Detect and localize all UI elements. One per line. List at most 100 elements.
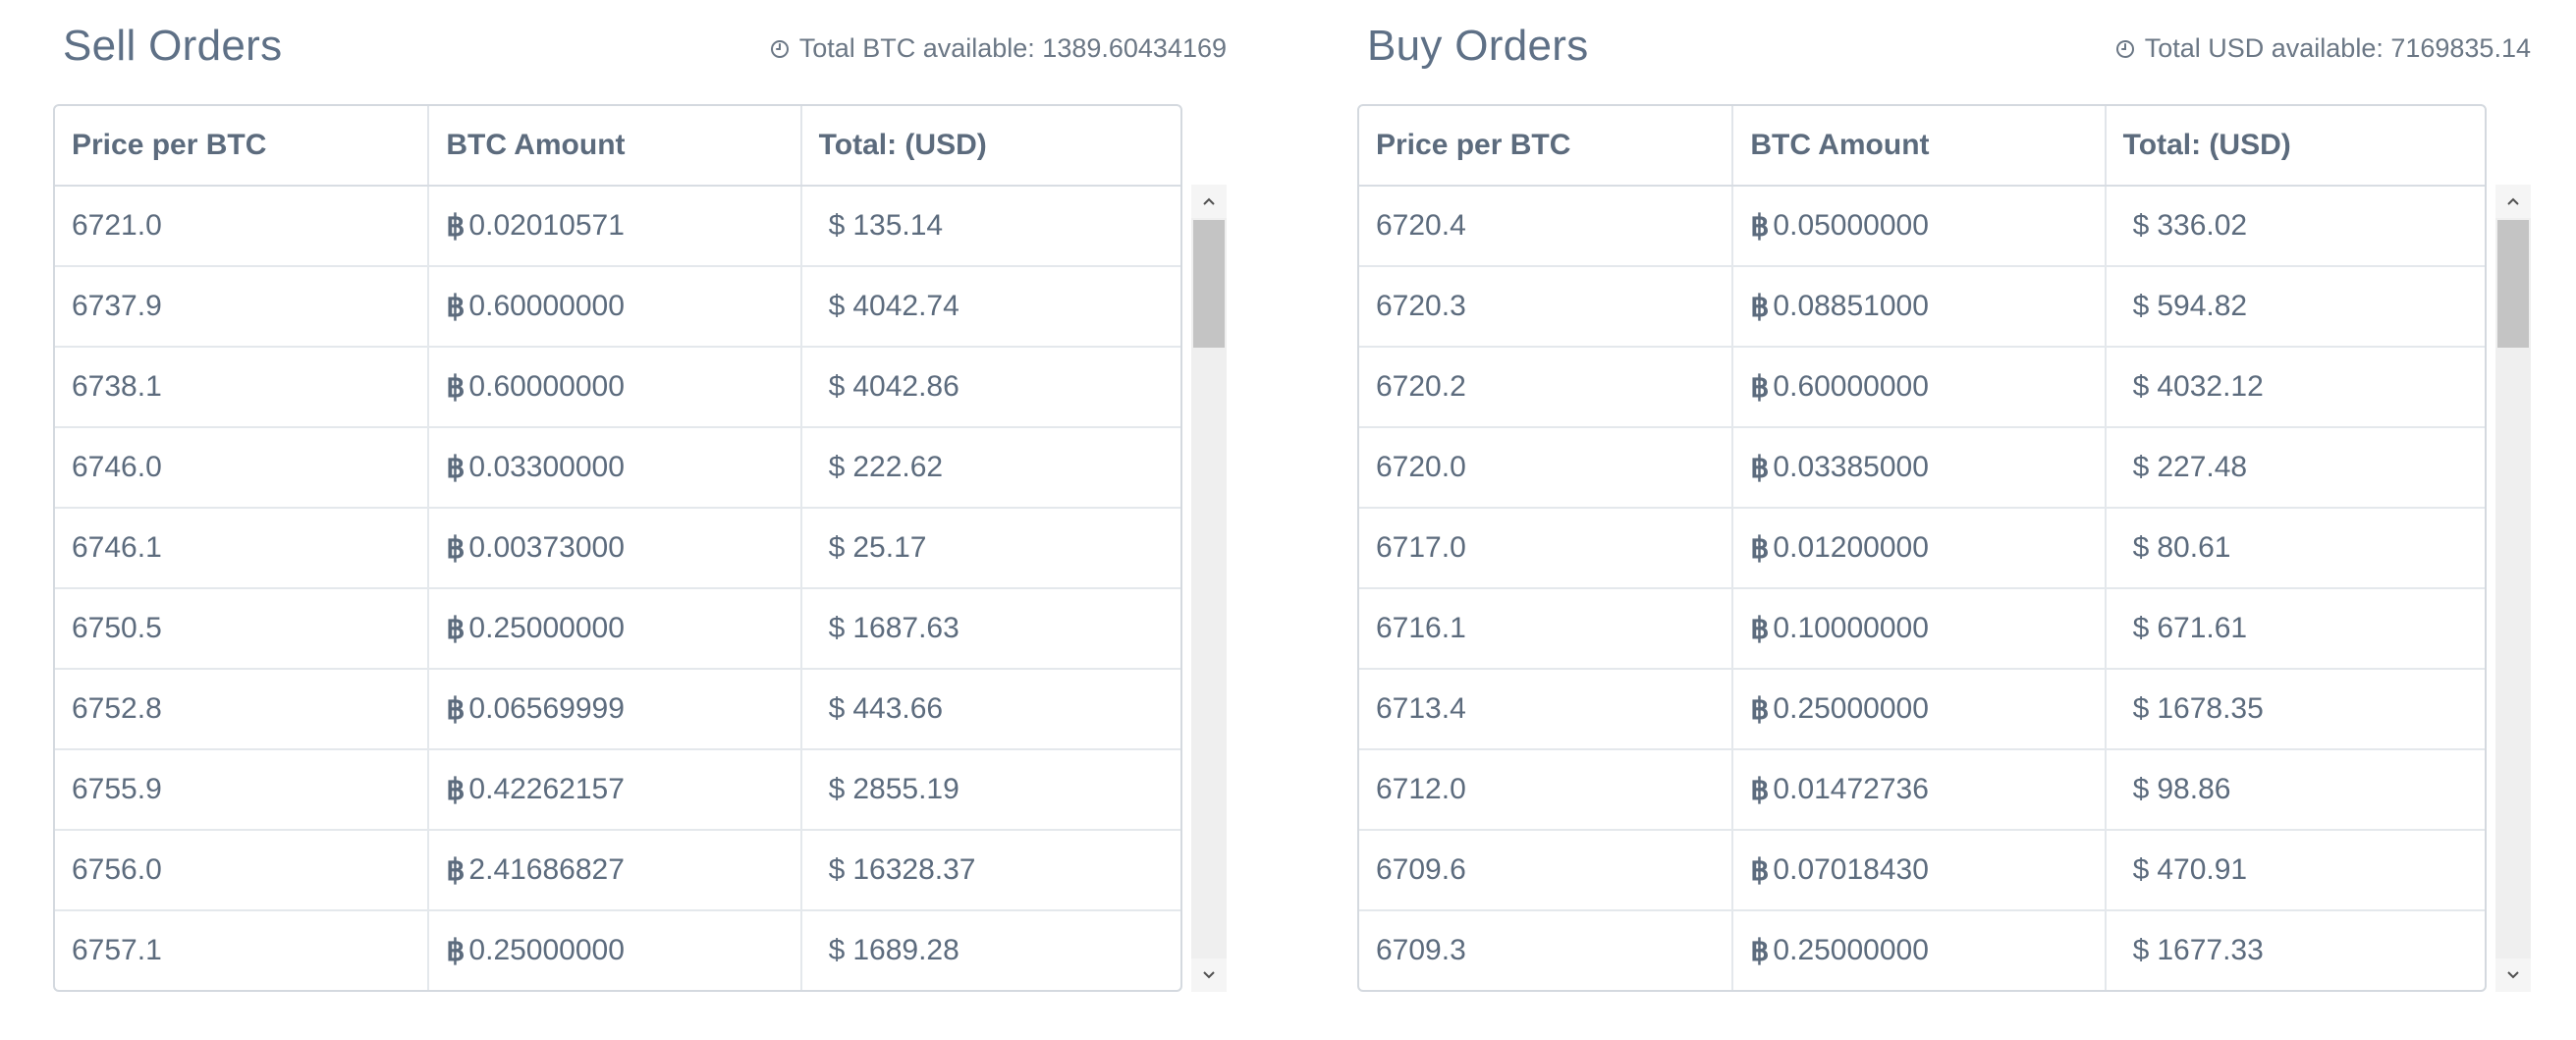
btc-amount-cell: ฿ 0.10000000 xyxy=(1733,589,2107,668)
table-row[interactable]: 6709.3 ฿ 0.25000000 $1677.33 xyxy=(1359,911,2485,990)
usd-total-value: 1677.33 xyxy=(2157,934,2264,966)
price-cell: 6755.9 xyxy=(55,750,430,829)
usd-total-cell: $25.17 xyxy=(802,509,1180,587)
price-cell: 6756.0 xyxy=(55,831,430,909)
table-row[interactable]: 6720.0 ฿ 0.03385000 $227.48 xyxy=(1359,428,2485,509)
sell-header-total[interactable]: Total: (USD) xyxy=(818,129,987,161)
sell-total-btc-available: Total BTC available: 1389.60434169 xyxy=(798,33,1227,63)
usd-total-value: 470.91 xyxy=(2157,853,2248,886)
dollar-icon: $ xyxy=(828,290,846,322)
btc-amount-value: 0.00373000 xyxy=(468,531,625,564)
buy-orders-panel: Buy Orders Total USD available: 7169835.… xyxy=(1357,0,2531,1002)
buy-orders-total-info: Total USD available: 7169835.14 xyxy=(2115,33,2531,64)
usd-total-value: 16328.37 xyxy=(852,853,976,886)
price-cell: 6713.4 xyxy=(1359,670,1734,748)
table-row[interactable]: 6757.1 ฿ 0.25000000 $1689.28 xyxy=(55,911,1180,990)
btc-amount-value: 0.01472736 xyxy=(1773,773,1929,805)
table-row[interactable]: 6752.8 ฿ 0.06569999 $443.66 xyxy=(55,670,1180,750)
usd-total-value: 4032.12 xyxy=(2157,370,2264,403)
price-cell: 6709.3 xyxy=(1359,911,1734,990)
table-row[interactable]: 6746.1 ฿ 0.00373000 $25.17 xyxy=(55,509,1180,589)
btc-amount-cell: ฿ 0.03300000 xyxy=(429,428,802,507)
sell-scroll-thumb[interactable] xyxy=(1193,220,1225,348)
price-cell: 6717.0 xyxy=(1359,509,1734,587)
table-row[interactable]: 6721.0 ฿ 0.02010571 $135.14 xyxy=(55,187,1180,267)
dollar-icon: $ xyxy=(828,692,846,725)
btc-amount-value: 0.25000000 xyxy=(1773,934,1929,966)
btc-amount-value: 0.60000000 xyxy=(1773,370,1929,403)
dollar-icon: $ xyxy=(2132,934,2150,966)
table-row[interactable]: 6716.1 ฿ 0.10000000 $671.61 xyxy=(1359,589,2485,670)
dollar-icon: $ xyxy=(828,773,846,805)
btc-amount-cell: ฿ 0.42262157 xyxy=(429,750,802,829)
dollar-icon: $ xyxy=(828,853,846,886)
sell-orders-title: Sell Orders xyxy=(63,22,283,70)
table-row[interactable]: 6750.5 ฿ 0.25000000 $1687.63 xyxy=(55,589,1180,670)
usd-total-cell: $135.14 xyxy=(802,187,1180,265)
sell-scroll-down-button[interactable] xyxy=(1191,958,1227,992)
usd-total-cell: $1678.35 xyxy=(2107,670,2485,748)
usd-total-value: 227.48 xyxy=(2157,451,2248,483)
sell-header-price[interactable]: Price per BTC xyxy=(55,106,430,185)
usd-total-cell: $336.02 xyxy=(2107,187,2485,265)
btc-amount-value: 0.03385000 xyxy=(1773,451,1929,483)
table-row[interactable]: 6756.0 ฿ 2.41686827 $16328.37 xyxy=(55,831,1180,911)
usd-total-cell: $227.48 xyxy=(2107,428,2485,507)
table-row[interactable]: 6709.6 ฿ 0.07018430 $470.91 xyxy=(1359,831,2485,911)
buy-header-total[interactable]: Total: (USD) xyxy=(2122,129,2291,161)
buy-header-amount[interactable]: BTC Amount xyxy=(1733,106,2107,185)
usd-total-cell: $1687.63 xyxy=(802,589,1180,668)
usd-total-cell: $1677.33 xyxy=(2107,911,2485,990)
usd-total-cell: $470.91 xyxy=(2107,831,2485,909)
usd-total-value: 671.61 xyxy=(2157,612,2248,644)
table-row[interactable]: 6755.9 ฿ 0.42262157 $2855.19 xyxy=(55,750,1180,831)
price-cell: 6757.1 xyxy=(55,911,430,990)
buy-orders-title: Buy Orders xyxy=(1367,22,1589,70)
price-cell: 6716.1 xyxy=(1359,589,1734,668)
table-row[interactable]: 6713.4 ฿ 0.25000000 $1678.35 xyxy=(1359,670,2485,750)
chevron-up-icon xyxy=(2507,197,2519,205)
bitcoin-icon: ฿ xyxy=(446,853,466,887)
bitcoin-icon: ฿ xyxy=(1750,451,1770,484)
chevron-down-icon xyxy=(1203,971,1215,979)
buy-total-usd-available: Total USD available: 7169835.14 xyxy=(2144,33,2531,63)
btc-amount-value: 0.10000000 xyxy=(1773,612,1929,644)
table-row[interactable]: 6712.0 ฿ 0.01472736 $98.86 xyxy=(1359,750,2485,831)
buy-header-price[interactable]: Price per BTC xyxy=(1359,106,1734,185)
btc-amount-value: 0.08851000 xyxy=(1773,290,1929,322)
sell-table-body: 6721.0 ฿ 0.02010571 $135.14 6737.9 ฿ 0.6000000… xyxy=(55,187,1180,990)
usd-total-cell: $443.66 xyxy=(802,670,1180,748)
sell-table-scrollbar[interactable] xyxy=(1191,185,1227,992)
usd-total-value: 222.62 xyxy=(852,451,944,483)
bitcoin-icon: ฿ xyxy=(1750,370,1770,404)
bitcoin-icon: ฿ xyxy=(1750,692,1770,726)
btc-amount-value: 0.06569999 xyxy=(468,692,625,725)
dollar-icon: $ xyxy=(2132,290,2150,322)
sell-header-amount[interactable]: BTC Amount xyxy=(429,106,802,185)
table-row[interactable]: 6737.9 ฿ 0.60000000 $4042.74 xyxy=(55,267,1180,348)
table-row[interactable]: 6720.3 ฿ 0.08851000 $594.82 xyxy=(1359,267,2485,348)
btc-amount-cell: ฿ 0.07018430 xyxy=(1733,831,2107,909)
buy-scroll-down-button[interactable] xyxy=(2495,958,2531,992)
usd-total-value: 2855.19 xyxy=(852,773,959,805)
buy-scroll-thumb[interactable] xyxy=(2497,220,2529,348)
btc-amount-value: 0.60000000 xyxy=(468,290,625,322)
price-cell: 6720.4 xyxy=(1359,187,1734,265)
buy-table-scrollbar[interactable] xyxy=(2495,185,2531,992)
table-row[interactable]: 6720.4 ฿ 0.05000000 $336.02 xyxy=(1359,187,2485,267)
table-row[interactable]: 6720.2 ฿ 0.60000000 $4032.12 xyxy=(1359,348,2485,428)
price-cell: 6746.1 xyxy=(55,509,430,587)
usd-total-cell: $594.82 xyxy=(2107,267,2485,346)
table-row[interactable]: 6738.1 ฿ 0.60000000 $4042.86 xyxy=(55,348,1180,428)
table-row[interactable]: 6746.0 ฿ 0.03300000 $222.62 xyxy=(55,428,1180,509)
dollar-icon: $ xyxy=(2132,692,2150,725)
clock-icon xyxy=(2115,39,2134,58)
table-row[interactable]: 6717.0 ฿ 0.01200000 $80.61 xyxy=(1359,509,2485,589)
buy-scroll-up-button[interactable] xyxy=(2495,185,2531,218)
btc-amount-cell: ฿ 0.60000000 xyxy=(429,267,802,346)
usd-total-cell: $4032.12 xyxy=(2107,348,2485,426)
buy-table-body: 6720.4 ฿ 0.05000000 $336.02 6720.3 ฿ 0.0885100… xyxy=(1359,187,2485,990)
usd-total-cell: $80.61 xyxy=(2107,509,2485,587)
sell-scroll-up-button[interactable] xyxy=(1191,185,1227,218)
btc-amount-cell: ฿ 0.25000000 xyxy=(1733,911,2107,990)
